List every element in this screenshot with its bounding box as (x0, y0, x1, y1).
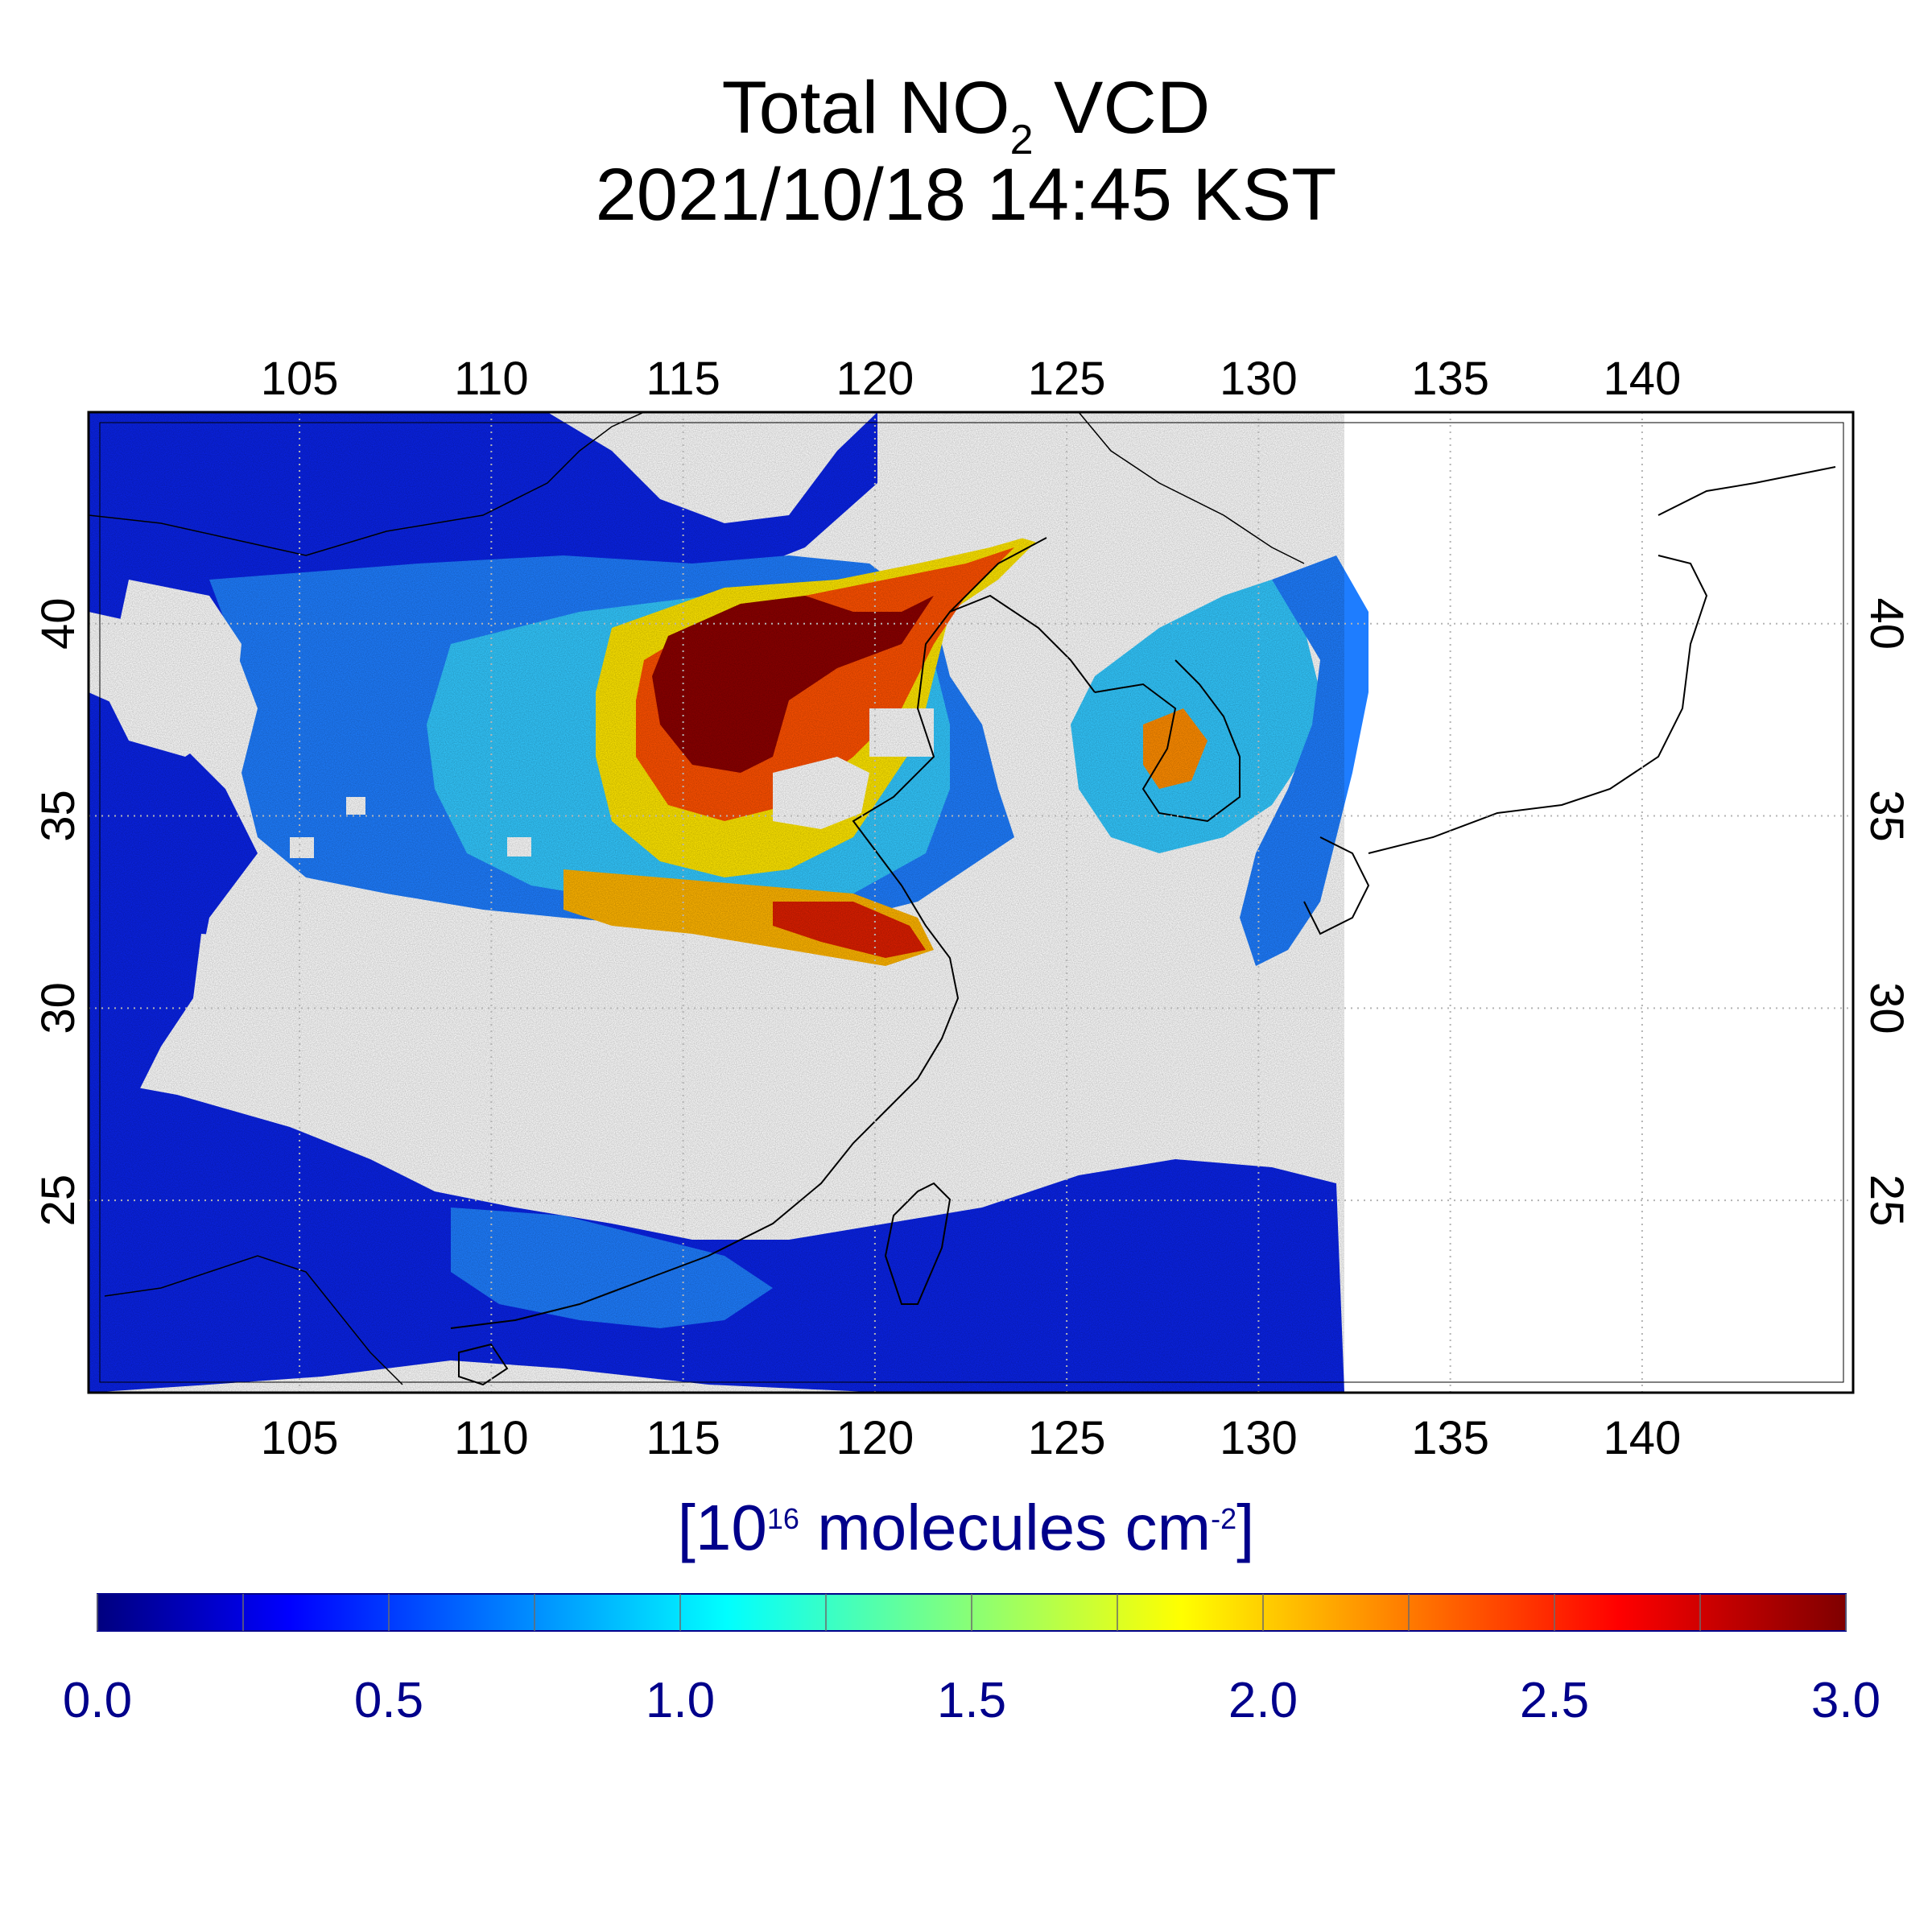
border-southwest (104, 1255, 403, 1385)
field-texture (89, 412, 1344, 1393)
map-frame (87, 411, 1855, 1394)
colorbar-tick-label: 2.0 (1228, 1673, 1298, 1728)
lat-tick-label-right: 30 (1860, 982, 1913, 1034)
lon-tick-label: 135 (1411, 1412, 1489, 1464)
coastline-liaodong (949, 594, 1096, 693)
colorbar-tick-label: 0.5 (353, 1673, 424, 1728)
colorbar-tick-label: 1.0 (645, 1673, 716, 1728)
lon-tick-label: 130 (1220, 1412, 1298, 1464)
lon-tick-label: 110 (454, 353, 528, 405)
title-no2-prefix: Total NO (721, 67, 1010, 149)
lat-tick-label-left: 30 (32, 982, 85, 1034)
lon-tick-label: 110 (454, 1412, 528, 1464)
colorbar-tick-label: 0.0 (62, 1673, 133, 1728)
lat-tick-label-right: 35 (1860, 790, 1913, 842)
lon-tick-label: 130 (1220, 353, 1298, 405)
lon-tick-label: 115 (646, 353, 720, 405)
lat-tick-label-left: 40 (32, 597, 85, 650)
lon-ticks-bottom: 105 110 115 120 125 130 135 140 (261, 1412, 1682, 1464)
lon-tick-label: 140 (1604, 1412, 1682, 1464)
chart-timestamp: 2021/10/18 14:45 KST (595, 154, 1337, 236)
lon-tick-label: 120 (836, 353, 914, 405)
unit-exponent-neg2: -2 (1211, 1502, 1237, 1535)
border-mongolia (89, 412, 645, 556)
title-vcd-suffix: VCD (1033, 67, 1211, 149)
lat-ticks-right: 25 30 35 40 (1860, 597, 1913, 1226)
lon-ticks-top: 105 110 115 120 125 130 135 140 (261, 353, 1682, 405)
map-inner-frame (99, 422, 1844, 1383)
colorbar-tick-label: 3.0 (1810, 1673, 1881, 1728)
cloud-mask-east (1344, 412, 1853, 1393)
coastline-kyushu (1303, 836, 1370, 935)
lon-tick-label: 140 (1604, 353, 1682, 405)
lat-tick-label-left: 25 (32, 1174, 85, 1227)
coastline-china-east (450, 537, 1047, 1329)
unit-suffix: ] (1236, 1492, 1255, 1563)
lon-tick-label: 125 (1028, 353, 1106, 405)
colorbar-tick-label: 2.5 (1519, 1673, 1590, 1728)
title-subscript: 2 (1009, 117, 1034, 163)
colorbar-tick-marks (97, 1594, 1847, 1631)
coastlines (89, 412, 1836, 1386)
map-area (89, 412, 1853, 1393)
lat-tick-label-left: 35 (32, 790, 85, 842)
coastline-korea (1094, 659, 1241, 823)
graticule (89, 412, 1853, 1393)
coastline-taiwan (884, 1182, 952, 1305)
coastline-hainan (458, 1343, 509, 1386)
chart-title: Total NO2 VCD (0, 71, 1932, 161)
lon-tick-label: 135 (1411, 353, 1489, 405)
unit-prefix: [10 (677, 1492, 767, 1563)
colorbar-tick-label: 1.5 (936, 1673, 1007, 1728)
lat-ticks-left: 25 30 35 40 (32, 597, 85, 1226)
lon-tick-label: 125 (1028, 1412, 1106, 1464)
lon-tick-label: 105 (261, 353, 339, 405)
unit-exponent-16: 16 (766, 1502, 799, 1535)
colorbar-unit-label: [1016 molecules cm-2] (0, 1496, 1932, 1560)
unit-mid: molecules cm (799, 1492, 1212, 1563)
no2-field (89, 412, 1853, 1393)
lat-tick-label-right: 40 (1860, 597, 1913, 650)
lat-tick-label-right: 25 (1860, 1174, 1913, 1227)
lon-tick-label: 115 (646, 1412, 720, 1464)
lon-tick-label: 120 (836, 1412, 914, 1464)
coastline-japan-honshu (1368, 555, 1708, 854)
lon-tick-label: 105 (261, 1412, 339, 1464)
border-north (1078, 412, 1305, 564)
coastline-japan-hokkaido (1657, 466, 1836, 516)
